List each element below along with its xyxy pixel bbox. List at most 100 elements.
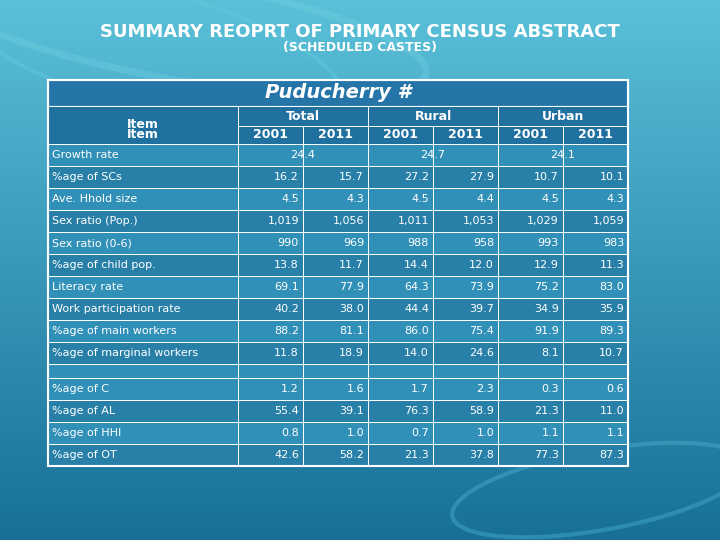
Bar — [563, 188, 628, 210]
Bar — [303, 364, 368, 378]
Bar — [303, 144, 368, 166]
Text: %age of HHI: %age of HHI — [52, 428, 121, 438]
Text: 21.3: 21.3 — [404, 450, 429, 460]
Text: Item: Item — [127, 118, 159, 132]
Bar — [238, 298, 303, 320]
Text: 1.6: 1.6 — [346, 384, 364, 394]
Bar — [498, 444, 563, 466]
Bar — [48, 320, 238, 342]
Bar — [368, 210, 433, 232]
Text: 1,056: 1,056 — [333, 216, 364, 226]
Bar — [368, 232, 433, 254]
Text: 76.3: 76.3 — [404, 406, 429, 416]
Text: Item: Item — [127, 129, 159, 141]
Bar — [303, 342, 368, 364]
Bar — [563, 166, 628, 188]
Bar — [303, 444, 368, 466]
Text: 89.3: 89.3 — [599, 326, 624, 336]
Text: 40.2: 40.2 — [274, 304, 299, 314]
Text: 988: 988 — [408, 238, 429, 248]
Text: 1.2: 1.2 — [282, 384, 299, 394]
Text: 14.4: 14.4 — [404, 260, 429, 270]
Bar — [563, 320, 628, 342]
Text: 1.0: 1.0 — [477, 428, 494, 438]
Text: 12.9: 12.9 — [534, 260, 559, 270]
Text: 15.7: 15.7 — [339, 172, 364, 182]
Bar — [498, 298, 563, 320]
Bar — [563, 232, 628, 254]
Text: 73.9: 73.9 — [469, 282, 494, 292]
Text: Work participation rate: Work participation rate — [52, 304, 181, 314]
Text: %age of OT: %age of OT — [52, 450, 117, 460]
Bar — [48, 232, 238, 254]
Bar — [238, 400, 303, 422]
Bar — [433, 232, 498, 254]
Bar — [433, 320, 498, 342]
Bar — [48, 400, 238, 422]
Text: 11.8: 11.8 — [274, 348, 299, 358]
Text: Puducherry #: Puducherry # — [265, 84, 411, 103]
Bar — [303, 378, 368, 400]
Text: %age of SCs: %age of SCs — [52, 172, 122, 182]
Bar — [368, 378, 433, 400]
Text: Total: Total — [286, 110, 320, 123]
Bar — [48, 422, 238, 444]
Bar — [563, 298, 628, 320]
Text: 37.8: 37.8 — [469, 450, 494, 460]
Bar — [48, 342, 238, 364]
Bar — [563, 378, 628, 400]
Bar — [238, 378, 303, 400]
Text: Growth rate: Growth rate — [52, 150, 119, 160]
Bar — [563, 276, 628, 298]
Bar — [368, 144, 433, 166]
Text: 0.8: 0.8 — [282, 428, 299, 438]
Text: 1.0: 1.0 — [346, 428, 364, 438]
Bar — [48, 166, 238, 188]
Bar — [498, 400, 563, 422]
Text: Literacy rate: Literacy rate — [52, 282, 123, 292]
Text: 91.9: 91.9 — [534, 326, 559, 336]
Text: 10.1: 10.1 — [599, 172, 624, 182]
Bar — [498, 276, 563, 298]
Text: 64.3: 64.3 — [404, 282, 429, 292]
Bar — [48, 80, 628, 106]
Bar — [368, 422, 433, 444]
Bar — [498, 378, 563, 400]
Bar — [303, 298, 368, 320]
Bar — [368, 106, 498, 126]
Bar — [303, 400, 368, 422]
Bar — [48, 298, 238, 320]
Text: (SCHEDULED CASTES): (SCHEDULED CASTES) — [283, 42, 437, 55]
Text: 42.6: 42.6 — [274, 450, 299, 460]
Text: 969: 969 — [343, 238, 364, 248]
Text: 35.9: 35.9 — [599, 304, 624, 314]
Text: 993: 993 — [538, 238, 559, 248]
Text: 10.7: 10.7 — [599, 348, 624, 358]
Text: 10.7: 10.7 — [534, 172, 559, 182]
Bar — [238, 106, 368, 126]
Bar — [48, 254, 238, 276]
Text: 983: 983 — [603, 238, 624, 248]
Text: 77.9: 77.9 — [339, 282, 364, 292]
Bar — [48, 106, 238, 144]
Bar — [498, 232, 563, 254]
Text: 4.3: 4.3 — [346, 194, 364, 204]
Text: 0.7: 0.7 — [411, 428, 429, 438]
Text: 2011: 2011 — [578, 129, 613, 141]
Text: 58.9: 58.9 — [469, 406, 494, 416]
Text: %age of main workers: %age of main workers — [52, 326, 176, 336]
Text: 38.0: 38.0 — [339, 304, 364, 314]
Text: Rural: Rural — [415, 110, 451, 123]
Text: Ave. Hhold size: Ave. Hhold size — [52, 194, 138, 204]
Text: 16.2: 16.2 — [274, 172, 299, 182]
Text: 4.5: 4.5 — [541, 194, 559, 204]
Text: Sex ratio (Pop.): Sex ratio (Pop.) — [52, 216, 138, 226]
Text: 14.0: 14.0 — [404, 348, 429, 358]
Bar — [563, 342, 628, 364]
Text: 18.9: 18.9 — [339, 348, 364, 358]
Text: 24.6: 24.6 — [469, 348, 494, 358]
Bar — [48, 188, 238, 210]
Text: 4.3: 4.3 — [606, 194, 624, 204]
Text: Sex ratio (0-6): Sex ratio (0-6) — [52, 238, 132, 248]
Text: 2001: 2001 — [383, 129, 418, 141]
